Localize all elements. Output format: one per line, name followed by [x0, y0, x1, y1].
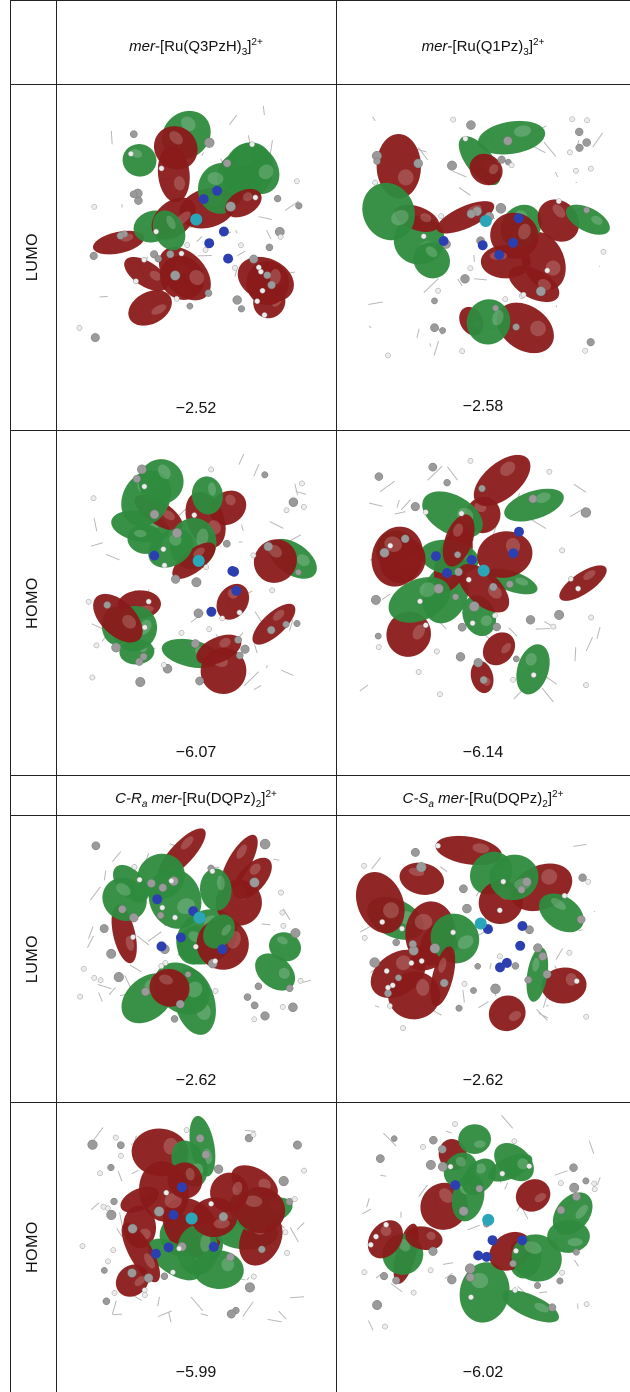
table-border-left — [10, 0, 11, 1392]
orbital-lumo-q1pz — [346, 92, 622, 372]
energy-homo-dqpz-ra: −5.99 — [175, 1364, 217, 1381]
orbital-lumo-q3pzh — [66, 92, 326, 372]
energy-lumo-q1pz: −2.58 — [462, 398, 504, 415]
row-divider-2 — [10, 430, 630, 431]
row-divider-5 — [10, 1102, 630, 1103]
table-divider-columns — [336, 0, 337, 1392]
header-col2-q1pz: mer-[Ru(Q1Pz)3]2+ — [421, 37, 545, 58]
row-label-lumo-1: LUMO — [24, 232, 42, 282]
energy-homo-q1pz: −6.14 — [462, 744, 504, 761]
row-divider-1 — [10, 84, 630, 85]
table-divider-label — [56, 0, 57, 1392]
row-divider-3 — [10, 775, 630, 776]
orbital-homo-q1pz — [346, 440, 622, 710]
orbital-homo-dqpz-sa — [346, 1110, 622, 1340]
energy-lumo-dqpz-sa: −2.62 — [462, 1072, 504, 1089]
row-label-homo-2: HOMO — [24, 1221, 41, 1273]
mo-table: mer-[Ru(Q3PzH)3]2+ mer-[Ru(Q1Pz)3]2+ C-R… — [10, 0, 630, 1392]
energy-lumo-q3pzh: −2.52 — [175, 400, 217, 417]
energy-lumo-dqpz-ra: −2.62 — [175, 1072, 217, 1089]
table-border-top — [10, 0, 630, 1]
energy-homo-dqpz-sa: −6.02 — [462, 1364, 504, 1381]
orbital-homo-q3pzh — [66, 440, 326, 710]
header-col2-dqpz-sa: C-Sa mer-[Ru(DQPz)2]2+ — [402, 789, 564, 810]
orbital-lumo-dqpz-ra — [66, 822, 326, 1042]
header-col1-q3pzh: mer-[Ru(Q3PzH)3]2+ — [129, 37, 263, 58]
orbital-homo-dqpz-ra — [66, 1110, 326, 1340]
orbital-lumo-dqpz-sa — [346, 822, 622, 1042]
row-label-homo-1: HOMO — [24, 576, 41, 629]
row-label-lumo-2: LUMO — [24, 934, 42, 983]
header-col1-dqpz-ra: C-Ra mer-[Ru(DQPz)2]2+ — [115, 789, 277, 810]
energy-homo-q3pzh: −6.07 — [175, 744, 217, 761]
row-divider-4 — [10, 815, 630, 816]
